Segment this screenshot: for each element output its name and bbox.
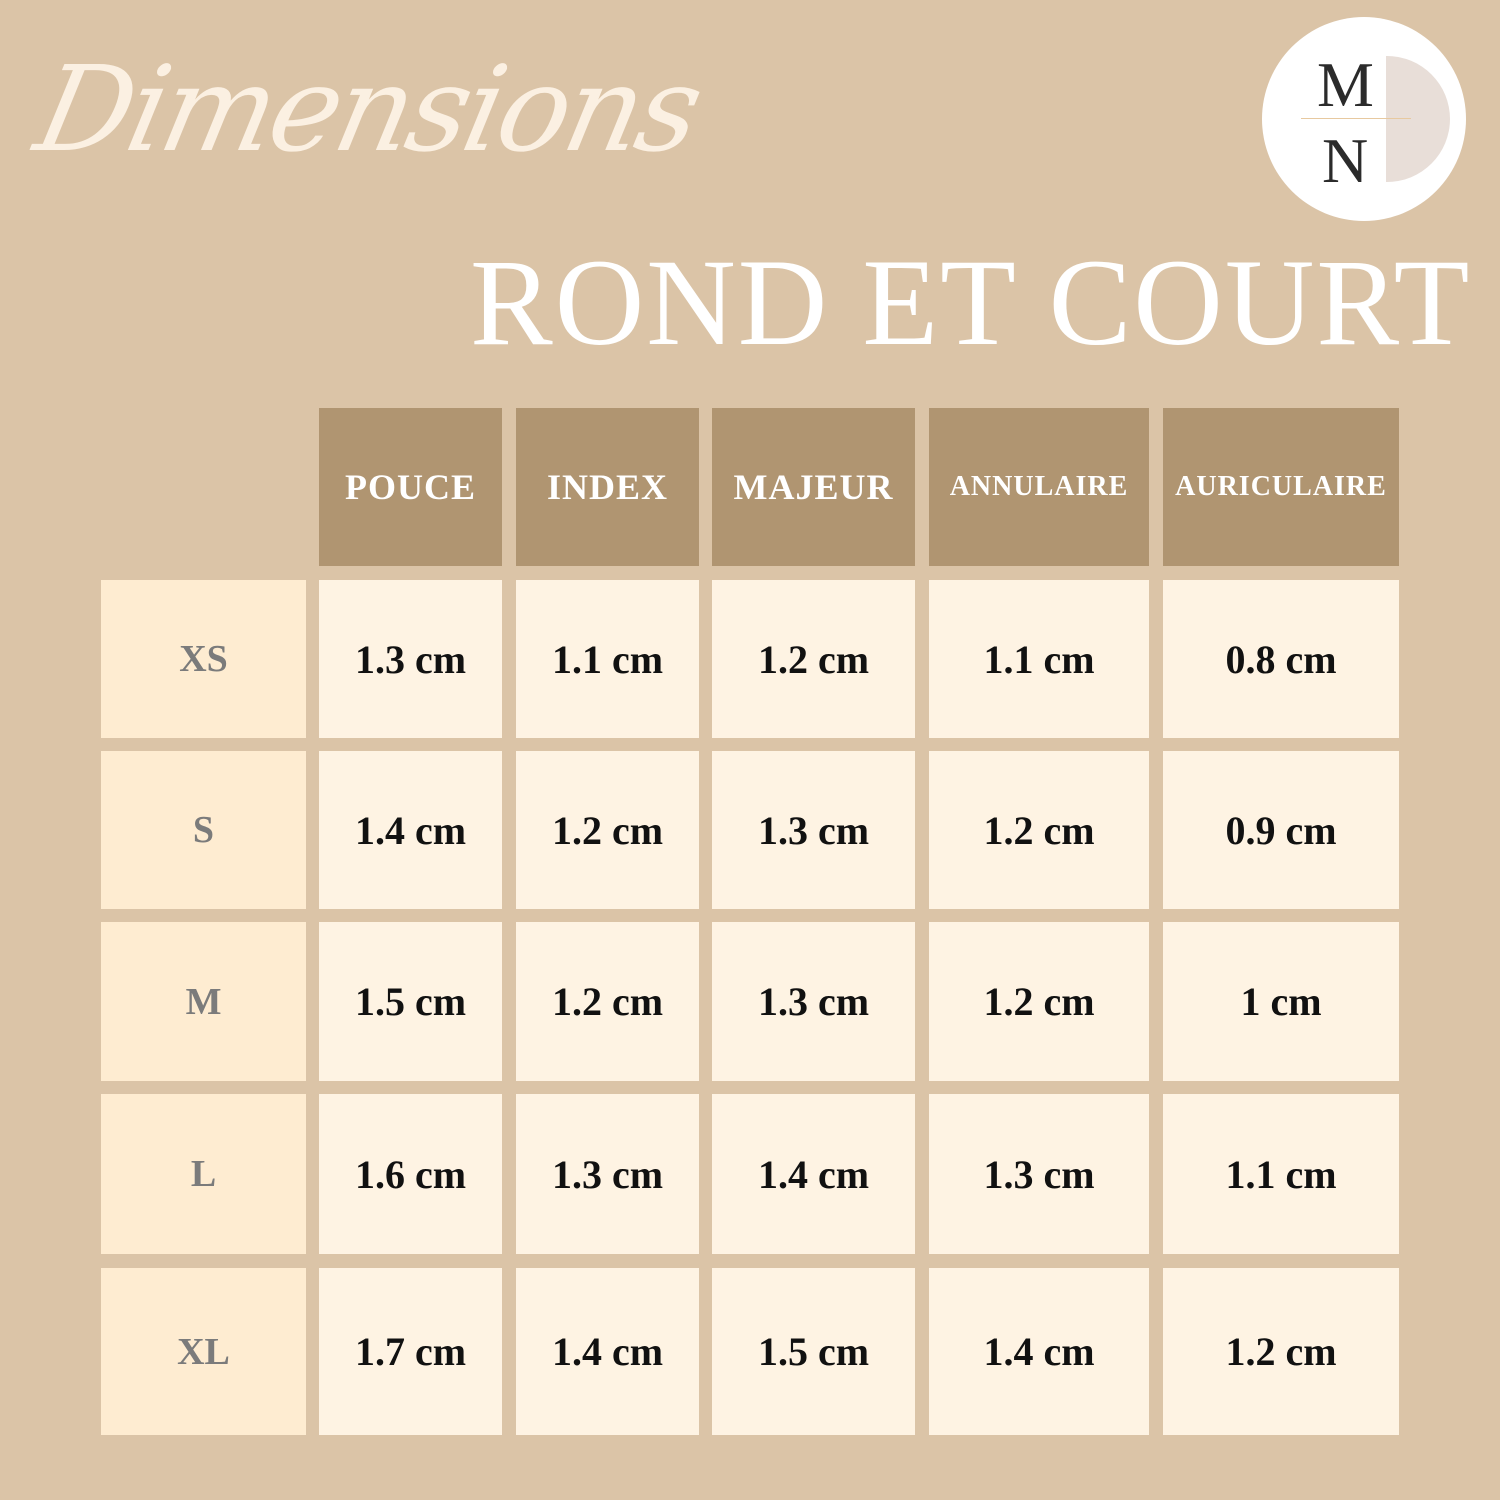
size-label: S	[101, 751, 306, 909]
table-cell: 1.2 cm	[1163, 1268, 1399, 1435]
column-header: INDEX	[516, 408, 699, 566]
size-label-text: XS	[179, 638, 228, 680]
table-cell-text: 1.2 cm	[551, 807, 664, 853]
dimensions-heading: Dimensions	[25, 40, 711, 178]
table-cell: 1.4 cm	[929, 1268, 1149, 1435]
table-cell: 1.1 cm	[1163, 1094, 1399, 1254]
column-header-text: INDEX	[546, 467, 668, 507]
table-cell: 1.6 cm	[319, 1094, 502, 1254]
table-cell: 1.2 cm	[516, 751, 699, 909]
table-cell: 1.2 cm	[516, 922, 699, 1081]
logo-letter-n: N	[1322, 125, 1369, 196]
column-header-text: ANNULAIRE	[949, 471, 1129, 502]
table-cell-text: 1.2 cm	[1225, 1329, 1337, 1374]
table-cell-text: 1.3 cm	[551, 1151, 664, 1197]
table-cell: 1.1 cm	[929, 580, 1149, 738]
table-cell-text: 1.3 cm	[354, 636, 467, 682]
page-title: ROND ET COURT	[470, 234, 1472, 371]
table-cell-text: 1 cm	[1240, 979, 1322, 1024]
table-cell-text: 1.2 cm	[757, 636, 870, 682]
table-cell-text: 1.4 cm	[354, 807, 467, 853]
table-cell: 1.3 cm	[712, 922, 915, 1081]
column-header: MAJEUR	[712, 408, 915, 566]
table-cell: 1.3 cm	[929, 1094, 1149, 1254]
table-cell: 0.8 cm	[1163, 580, 1399, 738]
table-cell-text: 1.1 cm	[983, 636, 1095, 682]
table-cell-text: 1.6 cm	[354, 1151, 467, 1197]
logo-letter-m: M	[1317, 49, 1374, 120]
table-cell: 1.5 cm	[319, 922, 502, 1081]
table-cell-text: 1.2 cm	[983, 979, 1095, 1024]
table-cell-text: 1.4 cm	[551, 1329, 664, 1374]
column-header: POUCE	[319, 408, 502, 566]
size-label: XS	[101, 580, 306, 738]
table-cell: 1.5 cm	[712, 1268, 915, 1435]
table-cell: 0.9 cm	[1163, 751, 1399, 909]
logo-divider	[1301, 118, 1411, 119]
table-cell-text: 1.2 cm	[983, 807, 1095, 853]
table-cell: 1.2 cm	[929, 922, 1149, 1081]
table-cell-text: 1.5 cm	[757, 1329, 870, 1374]
table-cell: 1.3 cm	[319, 580, 502, 738]
column-header-text: AURICULAIRE	[1175, 471, 1387, 502]
logo-half-circle	[1386, 56, 1450, 182]
table-cell-text: 1.2 cm	[551, 979, 664, 1024]
size-label-text: XL	[177, 1330, 230, 1373]
table-cell-text: 1.1 cm	[551, 636, 664, 682]
table-cell: 1.3 cm	[712, 751, 915, 909]
table-cell-text: 1.4 cm	[757, 1151, 870, 1197]
table-cell-text: 0.8 cm	[1225, 636, 1337, 682]
column-header-text: POUCE	[345, 467, 476, 507]
table-cell-text: 1.3 cm	[757, 979, 870, 1024]
table-cell-text: 1.4 cm	[983, 1329, 1095, 1374]
table-cell: 1 cm	[1163, 922, 1399, 1081]
size-label: L	[101, 1094, 306, 1254]
brand-logo: M N	[1262, 17, 1466, 221]
size-label-text: S	[192, 809, 215, 851]
table-cell: 1.7 cm	[319, 1268, 502, 1435]
column-header-text: MAJEUR	[733, 467, 894, 507]
table-cell: 1.4 cm	[516, 1268, 699, 1435]
size-label-text: M	[185, 980, 222, 1023]
size-label: XL	[101, 1268, 306, 1435]
table-cell: 1.2 cm	[712, 580, 915, 738]
table-cell: 1.4 cm	[712, 1094, 915, 1254]
column-header: AURICULAIRE	[1163, 408, 1399, 566]
table-cell-text: 0.9 cm	[1225, 807, 1337, 853]
table-cell-text: 1.5 cm	[354, 979, 467, 1024]
size-label: M	[101, 922, 306, 1081]
column-header: ANNULAIRE	[929, 408, 1149, 566]
table-cell-text: 1.3 cm	[983, 1151, 1095, 1197]
size-label-text: L	[190, 1153, 217, 1195]
table-cell: 1.2 cm	[929, 751, 1149, 909]
table-cell: 1.4 cm	[319, 751, 502, 909]
table-cell-text: 1.3 cm	[757, 807, 870, 853]
table-cell-text: 1.7 cm	[354, 1329, 467, 1374]
table-cell: 1.3 cm	[516, 1094, 699, 1254]
table-cell-text: 1.1 cm	[1225, 1151, 1337, 1197]
table-cell: 1.1 cm	[516, 580, 699, 738]
